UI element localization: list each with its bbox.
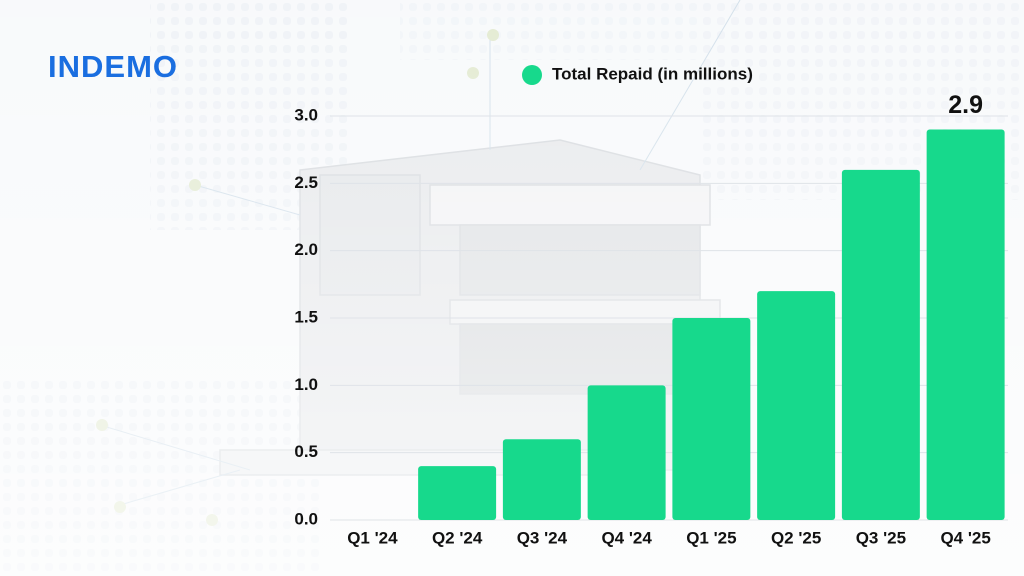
- plot-area: 0.0 0.5 1.0 1.5 2.0 2.5 3.0 Total Repaid (in mi…: [294, 64, 1008, 547]
- bar: [926, 129, 1005, 520]
- y-tick-label: 1.5: [294, 307, 318, 326]
- brand-logo: INDEMO: [48, 49, 178, 84]
- x-tick-label: Q2 '24: [432, 528, 483, 547]
- y-tick-label: 3.0: [294, 105, 318, 124]
- x-tick-label: Q4 '25: [940, 528, 990, 547]
- x-tick-label: Q3 '24: [517, 528, 568, 547]
- y-tick-label: 2.5: [294, 173, 318, 192]
- y-tick-label: 0.5: [294, 442, 318, 461]
- x-tick-label: Q2 '25: [771, 528, 821, 547]
- bar: [587, 385, 666, 520]
- x-tick-label: Q4 '24: [601, 528, 652, 547]
- bar: [502, 439, 581, 520]
- y-tick-label: 1.0: [294, 375, 318, 394]
- x-tick-label: Q1 '24: [347, 528, 398, 547]
- legend-swatch: [522, 65, 542, 85]
- x-tick-label: Q3 '25: [856, 528, 906, 547]
- bar: [841, 169, 920, 520]
- data-label: 2.9: [948, 91, 983, 119]
- y-tick-label: 2.0: [294, 240, 318, 259]
- bar: [672, 318, 751, 520]
- bar: [757, 291, 836, 520]
- legend-label: Total Repaid (in millions): [552, 64, 753, 83]
- x-tick-label: Q1 '25: [686, 528, 736, 547]
- y-tick-label: 0.0: [294, 509, 318, 528]
- bar: [418, 466, 497, 520]
